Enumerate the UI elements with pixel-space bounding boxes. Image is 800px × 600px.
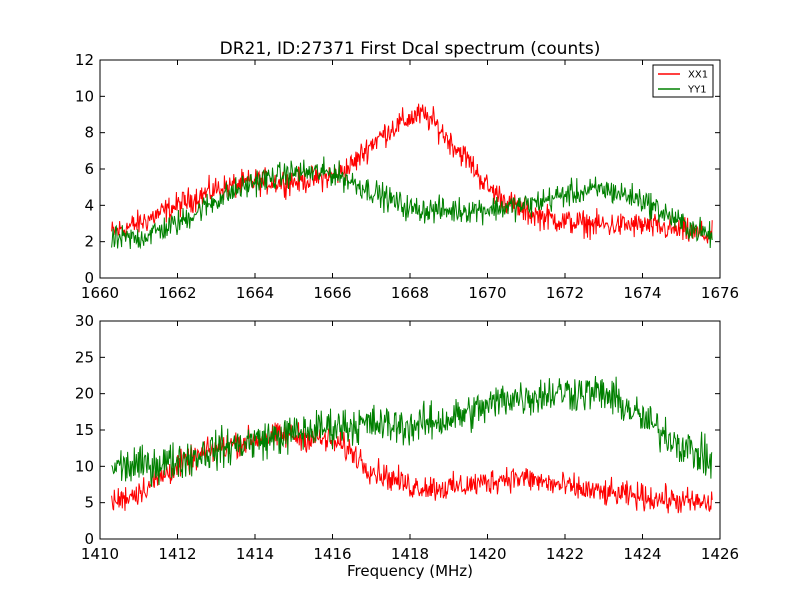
x-tick-label: 1424 [623,545,661,563]
x-tick-label: 1664 [236,284,274,302]
x-tick-label: 1666 [313,284,351,302]
bottom-series-lines [111,375,713,514]
top-plot-frame [99,59,721,279]
y-tick-label: 6 [84,160,94,178]
x-tick-label: 1674 [623,284,661,302]
x-tick-label: 1676 [701,284,739,302]
x-tick-label: 1420 [468,545,506,563]
x-tick-label: 1662 [158,284,196,302]
y-tick-label: 5 [84,494,94,512]
bottom-axes: 1410 1412 1414 1416 1418 1420 1422 1424 1426 0 5 10… [75,312,739,563]
y-tick-label: 10 [75,87,94,105]
x-tick-label: 1412 [158,545,196,563]
chart-title: DR21, ID:27371 First Dcal spectrum (coun… [220,39,601,59]
y-tick-label: 12 [75,51,94,69]
y-tick-label: 30 [75,312,94,330]
x-tick-label: 1426 [701,545,739,563]
bottom-tick-marks [99,320,721,540]
series-line-yy1 [111,375,713,487]
top-series-lines [111,103,713,250]
legend: XX1 YY1 [652,64,714,98]
series-line-xx1 [111,422,713,514]
y-tick-label: 20 [75,385,94,403]
x-tick-label: 1422 [546,545,584,563]
y-tick-label: 25 [75,348,94,366]
series-line-yy1 [111,156,713,250]
y-tick-label: 4 [84,196,94,214]
x-tick-label: 1672 [546,284,584,302]
y-tick-label: 0 [84,530,94,548]
x-tick-label: 1416 [313,545,351,563]
x-tick-label: 1410 [81,545,119,563]
y-tick-label: 15 [75,421,94,439]
top-axes: 1660 1662 1664 1666 1668 1670 1672 1674 1676 0 2 4 6… [75,51,739,302]
x-axis-label: Frequency (MHz) [347,562,473,580]
top-tick-marks [99,59,721,279]
y-tick-label: 8 [84,124,94,142]
x-tick-label: 1414 [236,545,274,563]
series-line-xx1 [111,103,713,244]
legend-label-yy1: YY1 [687,85,707,96]
x-tick-label: 1418 [391,545,429,563]
x-tick-label: 1670 [468,284,506,302]
legend-label-xx1: XX1 [688,70,708,81]
x-tick-label: 1660 [81,284,119,302]
legend-box [652,64,714,98]
y-tick-label: 10 [75,457,94,475]
y-tick-label: 2 [84,233,94,251]
x-tick-label: 1668 [391,284,429,302]
y-tick-label: 0 [84,269,94,287]
